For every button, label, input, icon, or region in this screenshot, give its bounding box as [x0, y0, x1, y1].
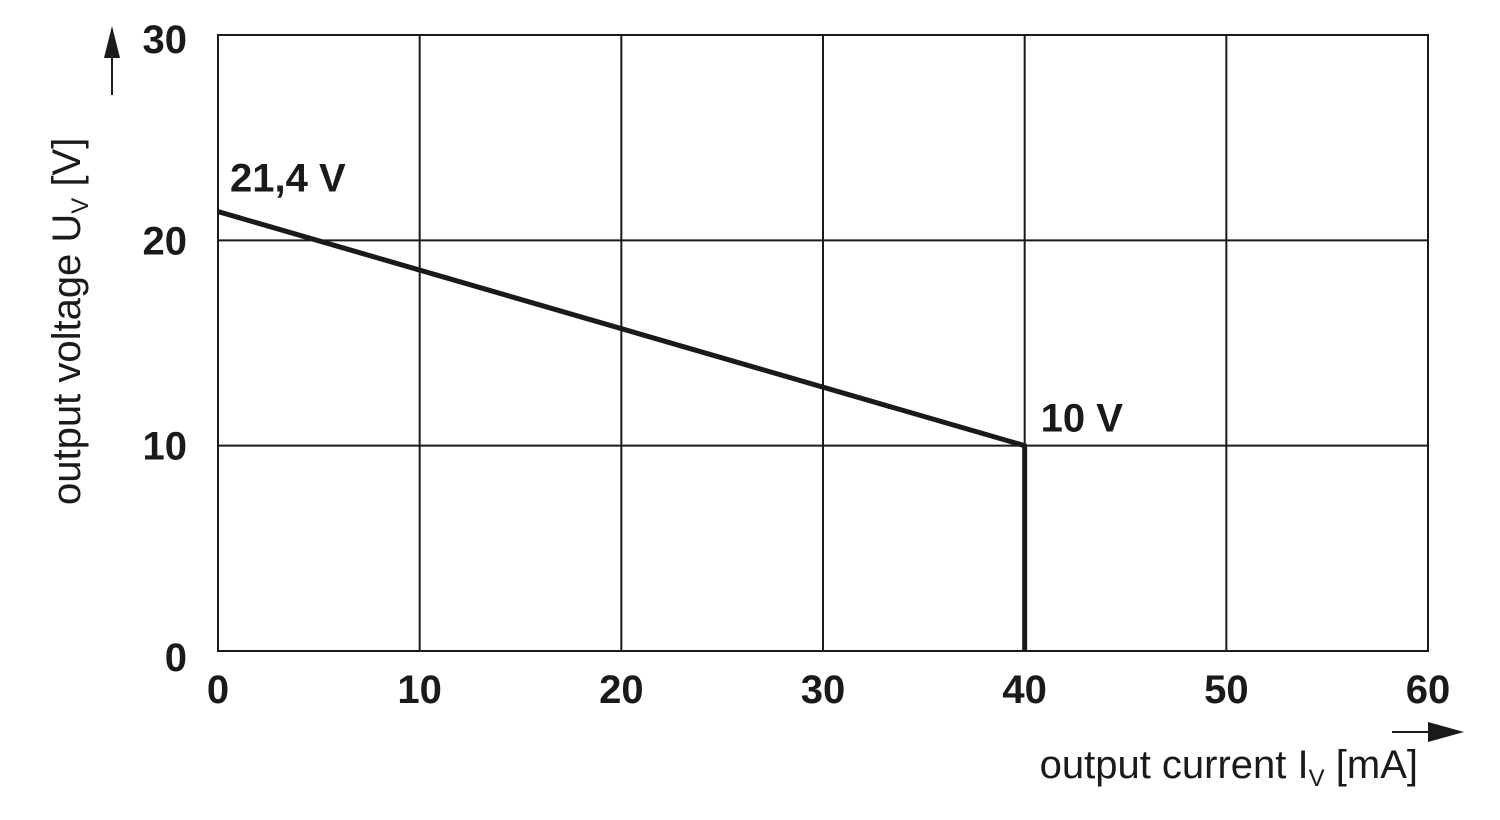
series-layer [217, 209, 1028, 651]
annotation-label: 21,4 V [230, 157, 346, 201]
x-tick-label: 40 [1002, 668, 1047, 712]
x-axis-label: output current IV [mA] [1040, 743, 1418, 792]
y-tick-label: 30 [143, 18, 188, 62]
x-tick-label: 60 [1406, 668, 1451, 712]
y-tick-label: 20 [143, 219, 188, 263]
x-tick-label: 0 [207, 668, 229, 712]
y-axis-arrow-icon [104, 26, 120, 95]
grid [217, 34, 1429, 652]
y-tick-label: 0 [165, 636, 187, 680]
y-axis-label: output voltage UV [V] [45, 138, 94, 505]
y-tick-label: 10 [143, 425, 188, 469]
x-tick-label: 20 [599, 668, 644, 712]
annotation-label: 10 V [1041, 397, 1124, 441]
x-tick-label: 50 [1204, 668, 1249, 712]
series-line [217, 209, 1028, 651]
x-axis-arrow-icon [1392, 722, 1464, 742]
y-tick-labels: 0 10 20 30 [143, 18, 188, 680]
x-tick-label: 30 [801, 668, 846, 712]
x-tick-labels: 0 10 20 30 40 50 60 [207, 668, 1450, 712]
x-tick-label: 10 [397, 668, 442, 712]
annotations: 21,4 V 10 V [230, 157, 1123, 441]
